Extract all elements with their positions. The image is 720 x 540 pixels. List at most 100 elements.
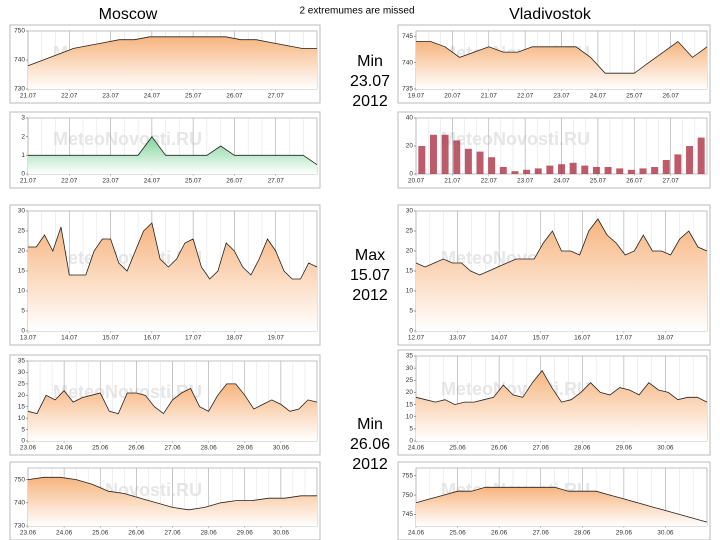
- x-tick-label: 30.06: [657, 530, 674, 537]
- x-tick-label: 25.07: [185, 178, 202, 185]
- x-tick-label: 24.07: [553, 178, 570, 185]
- y-tick-label: 15: [18, 403, 26, 410]
- y-tick-label: 0: [409, 171, 413, 178]
- x-tick-label: 26.06: [128, 530, 145, 537]
- x-tick-label: 22.07: [61, 178, 78, 185]
- x-tick-label: 29.06: [616, 530, 633, 537]
- bar: [627, 169, 635, 174]
- x-tick-label: 18.07: [657, 335, 674, 342]
- x-tick-label: 30.06: [657, 445, 674, 452]
- annotation: Max: [355, 247, 385, 264]
- line: [28, 136, 318, 166]
- bar: [453, 140, 461, 174]
- y-tick-label: 750: [14, 28, 25, 35]
- annotation: 2012: [352, 287, 388, 304]
- x-tick-label: 19.07: [268, 335, 285, 342]
- x-tick-label: 25.06: [449, 530, 466, 537]
- x-tick-label: 23.07: [517, 178, 534, 185]
- bar: [697, 137, 705, 174]
- x-tick-label: 13.07: [20, 335, 37, 342]
- x-tick-label: 24.06: [56, 530, 73, 537]
- bar: [534, 168, 542, 174]
- x-tick-label: 22.07: [481, 178, 498, 185]
- area: [416, 370, 707, 441]
- annotation: 26.06: [350, 436, 390, 453]
- y-tick-label: 25: [18, 381, 26, 388]
- line: [415, 369, 708, 406]
- x-tick-label: 18.07: [226, 335, 243, 342]
- x-tick-label: 28.06: [574, 445, 591, 452]
- bar: [488, 157, 496, 174]
- bar: [558, 164, 565, 174]
- x-tick-label: 27.07: [662, 178, 679, 185]
- left-city: Moscow: [99, 6, 158, 23]
- y-tick-label: 20: [406, 389, 414, 396]
- y-tick-label: 25: [18, 228, 26, 235]
- bar: [511, 171, 519, 174]
- y-tick-label: 20: [18, 392, 26, 399]
- y-tick-label: 5: [21, 308, 25, 315]
- x-tick-label: 17.07: [185, 335, 202, 342]
- annotation: Min: [357, 416, 383, 433]
- y-tick-label: 25: [406, 228, 414, 235]
- bar: [592, 167, 600, 174]
- bar: [604, 167, 612, 174]
- x-tick-label: 27.06: [164, 445, 181, 452]
- x-tick-label: 24.06: [408, 445, 425, 452]
- x-tick-label: 19.07: [408, 93, 425, 100]
- y-tick-label: 750: [402, 492, 413, 499]
- line: [27, 383, 318, 415]
- x-tick-label: 13.07: [449, 335, 466, 342]
- y-tick-label: 5: [409, 426, 413, 433]
- bar: [616, 168, 624, 174]
- line: [415, 218, 708, 276]
- y-tick-label: 755: [402, 472, 413, 479]
- x-tick-label: 20.07: [408, 178, 425, 185]
- x-tick-label: 23.07: [102, 178, 119, 185]
- line: [28, 222, 318, 280]
- y-tick-label: 5: [409, 308, 413, 315]
- bar: [418, 146, 426, 174]
- note: 2 extremumes are missed: [299, 6, 414, 17]
- y-tick-label: 0: [409, 328, 413, 335]
- x-tick-label: 25.07: [185, 93, 202, 100]
- x-tick-label: 21.07: [20, 178, 37, 185]
- watermark: MeteoNovosti.RU: [53, 129, 202, 149]
- x-tick-label: 21.07: [481, 93, 498, 100]
- x-tick-label: 30.06: [273, 445, 290, 452]
- x-tick-label: 25.07: [590, 178, 607, 185]
- x-tick-label: 27.06: [533, 530, 550, 537]
- y-tick-label: 0: [21, 328, 25, 335]
- x-tick-label: 26.07: [626, 178, 643, 185]
- annotation: Min: [357, 53, 383, 70]
- y-tick-label: 0: [409, 438, 413, 445]
- area: [28, 477, 317, 526]
- y-tick-label: 25: [406, 377, 414, 384]
- y-tick-label: 40: [406, 115, 414, 122]
- annotation: 2012: [352, 93, 388, 110]
- x-tick-label: 24.07: [144, 178, 161, 185]
- bar: [476, 151, 484, 174]
- y-tick-label: 745: [402, 33, 413, 40]
- watermark: MeteoNovosti.RU: [441, 129, 590, 149]
- y-tick-label: 30: [406, 208, 414, 215]
- x-tick-label: 21.07: [20, 93, 37, 100]
- x-tick-label: 22.07: [517, 93, 534, 100]
- x-tick-label: 29.06: [237, 530, 254, 537]
- x-tick-label: 25.07: [626, 93, 643, 100]
- x-tick-label: 21.07: [444, 178, 461, 185]
- x-tick-label: 25.06: [92, 530, 109, 537]
- y-tick-label: 30: [406, 365, 414, 372]
- y-tick-label: 20: [406, 248, 414, 255]
- right-city: Vladivostok: [509, 6, 592, 23]
- bar: [499, 167, 507, 174]
- bar: [639, 168, 647, 174]
- y-tick-label: 750: [14, 476, 25, 483]
- y-tick-label: 740: [14, 57, 25, 64]
- y-tick-label: 15: [406, 268, 414, 275]
- x-tick-label: 15.07: [102, 335, 119, 342]
- annotation: 15.07: [350, 267, 390, 284]
- x-tick-label: 23.07: [553, 93, 570, 100]
- x-tick-label: 14.07: [61, 335, 78, 342]
